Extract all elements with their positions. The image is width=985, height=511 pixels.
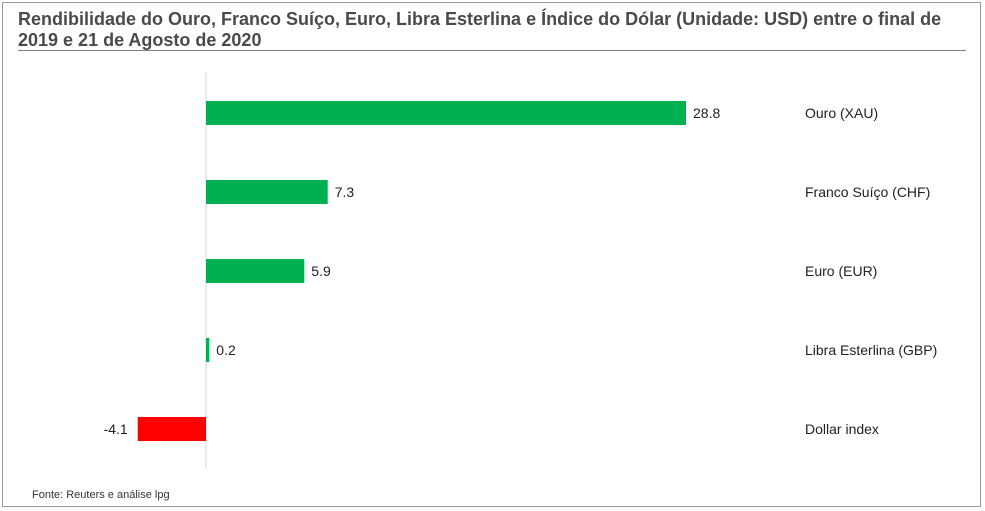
bar-3 [206,259,305,283]
value-labels-group: 28.8 7.3 5.9 0.2 -4.1 [104,105,721,437]
bar-2 [206,180,328,204]
category-label-2: Franco Suíço (CHF) [805,184,930,200]
value-label-1: 28.8 [693,105,720,121]
category-label-5: Dollar index [805,421,879,437]
bars-group [137,101,686,441]
bar-1 [206,101,686,125]
title-divider [18,50,966,51]
value-label-5: -4.1 [104,421,128,437]
bar-5 [137,417,206,441]
value-label-4: 0.2 [216,342,236,358]
category-labels-group: Ouro (XAU) Franco Suíço (CHF) Euro (EUR) Li… [805,105,937,437]
chart-title: Rendibilidade do Ouro, Franco Suíço, Eur… [18,9,942,50]
value-label-2: 7.3 [335,184,355,200]
source-note: Fonte: Reuters e análise lpg [32,489,170,501]
bar-4 [206,338,210,362]
category-label-4: Libra Esterlina (GBP) [805,342,937,358]
category-label-3: Euro (EUR) [805,263,877,279]
category-label-1: Ouro (XAU) [805,105,878,121]
value-label-3: 5.9 [311,263,331,279]
